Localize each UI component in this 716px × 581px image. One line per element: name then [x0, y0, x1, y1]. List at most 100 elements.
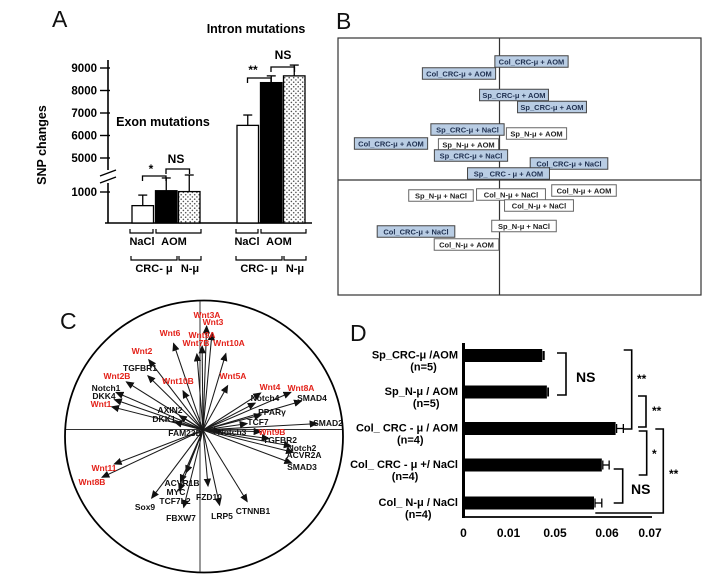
- d-sig-bracket: [638, 395, 647, 428]
- a-group-title: Exon mutations: [116, 115, 210, 129]
- d-bar: [464, 496, 594, 510]
- b-sample-label: Col_CRC-μ + AOM: [358, 139, 424, 148]
- c-gene-label: FZD10: [196, 492, 222, 502]
- c-gene-label: TGFBR2: [263, 435, 297, 445]
- d-category-label: Col_ CRC - μ +/ NaCl: [350, 459, 458, 471]
- b-sample-box: [433, 238, 500, 251]
- c-arrow: [147, 374, 204, 431]
- d-sig-bracket: [557, 352, 567, 396]
- c-arrow: [173, 420, 204, 431]
- c-arrow: [202, 421, 249, 431]
- a-x-label: AOM: [266, 236, 292, 248]
- c-gene-label: TCF7: [247, 417, 269, 427]
- c-gene-label: Wnt10B: [162, 376, 194, 386]
- c-arrow: [202, 413, 263, 431]
- c-gene-label: Notch3: [218, 427, 247, 437]
- c-gene-label: Wnt3: [203, 317, 224, 327]
- a-y-tick-label: 7000: [71, 108, 97, 120]
- a-bar: [154, 190, 178, 224]
- b-sample-label: Sp_CRC-μ + NaCl: [440, 151, 503, 160]
- d-sig-bracket: [638, 430, 648, 476]
- c-gene-label: Wnt2B: [104, 371, 131, 381]
- d-sig-label: **: [669, 467, 679, 481]
- a-bar: [131, 204, 155, 224]
- c-gene-label: Wnt6: [160, 328, 181, 338]
- a-group-label: N-μ: [181, 263, 199, 275]
- d-sig-label: **: [637, 372, 647, 386]
- b-sample-box: [529, 157, 609, 170]
- a-group-label: CRC- μ: [135, 263, 172, 275]
- c-gene-label: Notch1: [92, 383, 121, 393]
- c-arrow: [198, 344, 206, 431]
- c-arrow: [182, 389, 204, 431]
- b-sample-box: [479, 88, 549, 102]
- c-arrow: [113, 398, 204, 431]
- d-bar: [464, 458, 602, 472]
- c-gene-label: Wnt3A: [194, 310, 221, 320]
- a-group-label: CRC- μ: [240, 263, 277, 275]
- b-sample-label: Sp_N-μ + AOM: [442, 140, 494, 149]
- c-arrow: [202, 429, 271, 442]
- a-y-axis-title: SNP changes: [35, 105, 49, 185]
- a-under-bracket: [129, 229, 154, 234]
- a-y-tick-label: 9000: [71, 63, 97, 75]
- b-sample-box: [376, 225, 456, 238]
- c-gene-label: Notch4: [251, 393, 280, 403]
- b-sample-box: [504, 199, 574, 212]
- c-gene-label: LRP5: [211, 511, 233, 521]
- a-sig-label: **: [248, 63, 258, 77]
- a-y-tick-label: 8000: [71, 86, 97, 98]
- d-n-label: (n=5): [410, 362, 437, 374]
- c-arrow: [101, 429, 204, 478]
- d-category-label: Col_ N-μ / NaCl: [379, 497, 458, 509]
- a-sig-label: *: [149, 162, 154, 176]
- d-category-label: Sp_CRC-μ /AOM: [372, 350, 458, 362]
- a-y-tick-label: 5000: [71, 153, 97, 165]
- c-arrow: [181, 429, 204, 509]
- b-sample-label: Col_N-μ + AOM: [439, 240, 494, 249]
- b-sample-label: Sp_ CRC - μ + AOM: [474, 169, 543, 178]
- c-gene-label: PPARγ: [258, 407, 286, 417]
- d-category-label: Col_ CRC - μ / AOM: [356, 423, 458, 435]
- a-under-bracket: [235, 256, 283, 261]
- a-bar: [282, 75, 306, 224]
- c-gene-label: Wnt9B: [259, 427, 286, 437]
- a-bar: [236, 124, 260, 224]
- b-sample-box: [430, 123, 505, 136]
- a-sig-bracket: [141, 175, 167, 181]
- c-gene-label: Wnt8B: [79, 477, 106, 487]
- c-arrow: [202, 429, 295, 455]
- b-sample-box: [421, 67, 497, 80]
- c-arrow: [193, 352, 204, 431]
- b-sample-label: Col_CRC-μ + AOM: [499, 57, 565, 66]
- a-axis-break-slash: [99, 169, 117, 177]
- c-arrow: [202, 429, 248, 503]
- a-group-title: Intron mutations: [207, 22, 306, 36]
- c-arrow: [202, 427, 263, 436]
- c-arrow: [113, 429, 204, 465]
- c-gene-label: FBXW7: [166, 513, 196, 523]
- c-arrow: [150, 429, 204, 500]
- c-gene-label: Wnt11: [91, 463, 116, 473]
- c-arrow: [202, 429, 212, 488]
- c-arrow: [202, 331, 215, 431]
- d-n-label: (n=4): [392, 471, 419, 483]
- a-y-tick-label: 6000: [71, 131, 97, 143]
- panel-c-letter: C: [60, 308, 77, 334]
- c-gene-label: SMAD4: [297, 393, 327, 403]
- a-under-bracket: [260, 229, 307, 234]
- c-gene-label: Notch2: [288, 443, 317, 453]
- b-sample-label: Col_N-μ + NaCl: [512, 201, 566, 210]
- c-gene-label: Wnt7B: [183, 338, 210, 348]
- c-arrow: [202, 324, 211, 431]
- c-arrow: [115, 391, 204, 431]
- d-x-tick-label: 0.06: [595, 526, 619, 540]
- b-sample-box: [467, 167, 550, 180]
- d-n-label: (n=4): [405, 509, 432, 521]
- a-bar: [259, 81, 283, 224]
- a-sig-label: NS: [168, 152, 185, 166]
- d-sig-bracket: [595, 428, 665, 514]
- c-arrow: [202, 352, 228, 431]
- c-gene-label: CTNNB1: [236, 506, 271, 516]
- a-bar: [177, 190, 201, 224]
